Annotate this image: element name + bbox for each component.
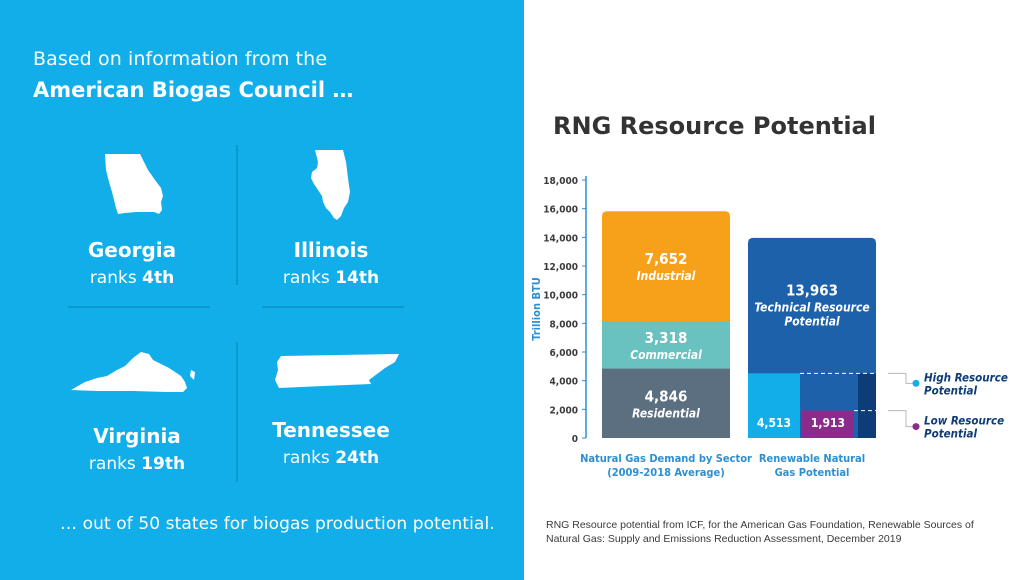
grid-divider-horizontal-left <box>68 306 210 308</box>
state-name: Georgia <box>87 238 177 262</box>
callout-label: Potential <box>924 383 977 397</box>
data-label: 13,963 <box>786 282 838 300</box>
y-tick-label: 0 <box>572 434 578 445</box>
grid-divider-vertical-bottom <box>236 342 238 482</box>
y-tick-label: 18,000 <box>543 176 578 187</box>
category-label: (2009-2018 Average) <box>607 466 724 479</box>
data-label: 3,318 <box>645 329 688 347</box>
category-label: Natural Gas Demand by Sector <box>580 452 752 465</box>
state-tennessee: Tennessee ranks 24th <box>231 350 431 468</box>
y-axis-label: Trillion BTU <box>530 277 543 341</box>
y-tick-label: 16,000 <box>543 205 578 216</box>
data-label: 4,513 <box>757 416 791 430</box>
callout-label: Low Resource <box>924 414 1004 428</box>
intro-line-1: Based on information from the <box>33 48 328 70</box>
y-tick-label: 14,000 <box>543 233 578 244</box>
grid-divider-vertical-top <box>236 145 238 285</box>
callout-label: High Resource <box>924 370 1008 384</box>
callout-line-low <box>888 410 916 428</box>
outro-text: … out of 50 states for biogas production… <box>60 514 495 534</box>
y-tick-label: 8,000 <box>550 319 578 330</box>
callout-marker-high <box>912 379 920 387</box>
state-rank: ranks 14th <box>282 268 380 288</box>
callout-line-high <box>888 372 916 384</box>
bar-low-potential <box>802 410 854 438</box>
biogas-rankings-panel: Based on information from the American B… <box>0 0 524 580</box>
segment-label: Industrial <box>637 269 696 283</box>
segment-label: Potential <box>784 315 840 329</box>
y-tick-label: 6,000 <box>550 348 578 359</box>
georgia-map-icon <box>105 154 163 214</box>
segment-label: Technical Resource <box>754 301 869 315</box>
category-label: Renewable Natural <box>759 452 865 465</box>
bar-segment <box>602 320 730 369</box>
state-name: Illinois <box>293 238 369 262</box>
bar-segment <box>602 368 730 438</box>
state-name: Virginia <box>93 424 181 448</box>
y-tick-label: 2,000 <box>550 405 578 416</box>
data-label: 4,846 <box>645 387 688 405</box>
category-label: Gas Potential <box>775 466 850 479</box>
y-tick-label: 10,000 <box>543 291 578 302</box>
bar-technical-edge <box>858 373 876 438</box>
state-virginia: Virginia ranks 19th <box>37 346 237 474</box>
rng-resource-chart: 0 2,000 4,000 6,000 8,000 10,000 12,000 14,000 1… <box>530 176 1008 479</box>
state-rank: ranks 19th <box>88 454 186 474</box>
illinois-map-icon <box>311 150 350 220</box>
y-tick-label: 12,000 <box>543 262 578 273</box>
grid-divider-horizontal-right <box>262 306 404 308</box>
callout-marker-low <box>912 423 920 431</box>
callout-label: Potential <box>924 427 977 441</box>
segment-label: Commercial <box>630 348 702 362</box>
rank-value: 14th <box>335 268 380 288</box>
bar-segment <box>602 211 730 321</box>
state-illinois: Illinois ranks 14th <box>231 148 431 288</box>
state-rank: ranks 24th <box>282 448 380 468</box>
source-note: RNG Resource potential from ICF, for the… <box>546 519 974 545</box>
y-tick-label: 4,000 <box>550 377 578 388</box>
state-name: Tennessee <box>272 418 390 442</box>
segment-label: Residential <box>632 406 700 420</box>
state-rank: ranks 4th <box>89 268 175 288</box>
bar-high-potential <box>748 373 800 438</box>
state-georgia: Georgia ranks 4th <box>32 150 232 288</box>
chart-title: RNG Resource Potential <box>553 112 876 140</box>
intro: Based on information from the American B… <box>33 48 353 102</box>
data-label: 1,913 <box>811 416 845 430</box>
rank-value: 19th <box>141 454 186 474</box>
tennessee-map-icon <box>275 354 399 388</box>
rank-value: 24th <box>335 448 380 468</box>
virginia-map-icon <box>71 352 195 392</box>
intro-line-2: American Biogas Council … <box>33 78 354 102</box>
data-label: 7,652 <box>645 250 688 268</box>
rank-value: 4th <box>142 268 175 288</box>
